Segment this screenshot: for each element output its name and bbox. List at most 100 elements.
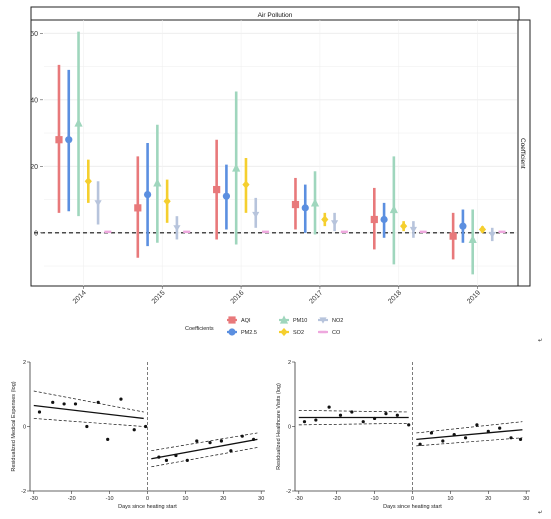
- x-tick-label-2019: 2019: [466, 289, 482, 305]
- gridlines: [34, 20, 517, 286]
- scatter-point: [62, 402, 66, 406]
- point-SO2-2019: [478, 225, 487, 234]
- x-tick-label-2014: 2014: [72, 289, 88, 305]
- fit-line-pre: [33, 404, 144, 420]
- point-PM10-2019: [468, 234, 477, 244]
- error-bars: [55, 31, 506, 275]
- scatter-point: [96, 400, 100, 404]
- point-PM10-2018: [389, 204, 398, 214]
- scatter-point: [475, 423, 479, 427]
- y-tick-label: 40: [30, 97, 38, 104]
- corner-mark: ↵: [538, 338, 543, 344]
- x-tick-label: 20: [485, 496, 491, 502]
- x-tick-label-2018: 2018: [387, 289, 403, 305]
- scatter-point: [486, 429, 490, 433]
- scatter-point: [338, 413, 343, 417]
- plot-area: [295, 362, 530, 491]
- point-PM10-2014: [74, 118, 83, 127]
- y-tick-label: -2: [21, 489, 26, 495]
- scatter-point: [195, 439, 199, 443]
- point-CO-2018: [419, 230, 427, 234]
- point-SO2-2016: [242, 180, 250, 189]
- x-tick-label: -30: [295, 496, 303, 502]
- y-axis-label: Residualized Medical Expenses (log): [11, 381, 17, 471]
- ci-post-upper: [416, 421, 523, 434]
- scatter-point: [106, 437, 110, 441]
- scatter-point: [229, 449, 233, 453]
- x-tick-label: 0: [146, 496, 149, 502]
- scatter-point: [85, 424, 89, 429]
- legend-label-AQI: AQI: [241, 318, 251, 324]
- legend-key-NO2: [319, 317, 327, 324]
- scatter-point: [327, 405, 331, 409]
- point-PM2.5-2017: [301, 204, 309, 212]
- scatter-point: [418, 442, 422, 446]
- right-strip-label: Coefficient: [519, 138, 526, 169]
- scatter-point: [157, 455, 161, 459]
- air-pollution-panel: Air Pollution Coefficient 0 20 40 60 2014 201…: [30, 6, 531, 305]
- scatter-point: [384, 412, 388, 416]
- point-AQI-2014: [55, 136, 63, 144]
- x-tick-label: -10: [371, 496, 379, 502]
- legend-label-PM2.5: PM2.5: [241, 330, 257, 336]
- legend-title: Coefficients: [185, 326, 214, 332]
- point-CO-2016: [262, 230, 270, 234]
- ci-pre-lower: [33, 418, 144, 427]
- legend-label-SO2: SO2: [293, 330, 304, 336]
- x-tick-label: 30: [258, 496, 264, 502]
- scatter-point: [252, 437, 256, 441]
- point-CO-2017: [340, 230, 348, 234]
- legend-key-PM2.5: [228, 328, 236, 336]
- point-PM2.5-2016: [222, 192, 231, 200]
- ci-post-upper: [151, 432, 258, 452]
- y-tick-label: 0: [34, 230, 38, 237]
- point-PM10-2015: [153, 178, 162, 187]
- ci-post-lower: [151, 447, 258, 468]
- legend: Coefficients AQI PM2.5 PM10 SO2 NO2 CO: [185, 315, 343, 337]
- scatter-point: [518, 437, 523, 441]
- scatter-point: [395, 413, 399, 417]
- scatter-point: [144, 424, 148, 429]
- y-tick-label: -2: [286, 489, 291, 495]
- y-tick-label: 2: [288, 360, 291, 366]
- plot-frame: [30, 19, 520, 287]
- ci-post-lower: [416, 437, 523, 447]
- point-NO2-2017: [330, 220, 339, 227]
- scatter-point: [314, 418, 318, 422]
- legend-key-PM10: [279, 315, 289, 324]
- ci-pre-upper: [298, 410, 409, 413]
- scatter-point: [174, 453, 178, 458]
- x-axis-label: Days since heating start: [383, 504, 442, 510]
- point-PM2.5-2019: [459, 222, 467, 230]
- point-AQI-2018: [370, 215, 378, 224]
- point-NO2-2018: [409, 226, 418, 234]
- point-NO2-2015: [173, 225, 181, 232]
- x-tick-label: -10: [106, 496, 114, 502]
- point-NO2-2016: [252, 211, 260, 219]
- point-CO-2014: [104, 230, 112, 234]
- point-AQI-2015: [134, 204, 142, 212]
- scatter-point: [164, 458, 169, 462]
- legend-key-AQI: [228, 316, 236, 324]
- scatter-point: [302, 420, 307, 424]
- x-tick-label-2017: 2017: [308, 289, 324, 305]
- scatter-point: [208, 441, 212, 445]
- x-tick-label: 30: [523, 496, 529, 502]
- y-axis-label: Residualized Healthcare Visits (log): [276, 383, 282, 470]
- scatter-point: [185, 458, 189, 462]
- legend-items: AQI PM2.5 PM10 SO2 NO2 CO: [227, 315, 343, 337]
- point-PM2.5-2015: [143, 190, 152, 199]
- x-tick-label: -20: [333, 496, 341, 502]
- legend-key-SO2: [280, 327, 288, 337]
- scatter-point: [132, 428, 136, 432]
- fit-line-post: [416, 429, 523, 441]
- point-PM2.5-2018: [380, 215, 388, 224]
- point-CO-2015: [183, 230, 191, 234]
- x-tick-label-2016: 2016: [230, 289, 246, 305]
- scatter-point: [119, 397, 123, 401]
- point-AQI-2017: [291, 200, 300, 209]
- scatter-point: [463, 436, 468, 440]
